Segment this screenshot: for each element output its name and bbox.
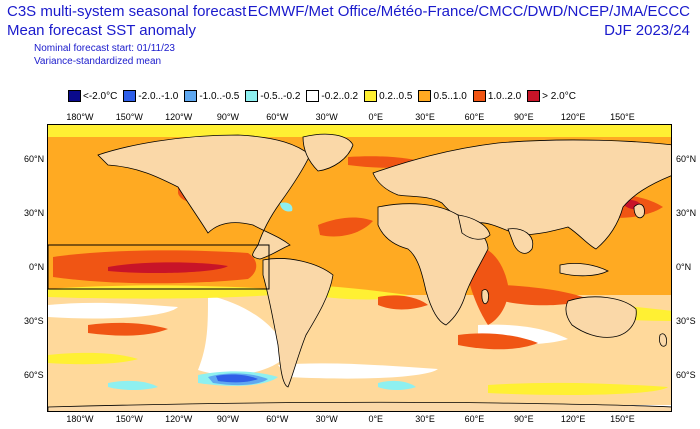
title-line-2: Mean forecast SST anomaly [7,22,196,39]
antarctica [48,401,671,411]
legend-label: > 2.0°C [542,90,576,102]
legend-label: -1.0..-0.5 [199,90,240,102]
madagascar [481,289,489,305]
lat-tick-right: 30°S [676,316,696,326]
legend: <-2.0°C -2.0..-1.0 -1.0..-0.5 -0.5..-0.2 -0.… [68,89,582,103]
lat-tick-right: 60°N [676,154,697,164]
el-nino-core [108,262,228,274]
lon-tick-top: 180°W [66,112,94,122]
variance-note: Variance-standardized mean [34,56,162,67]
legend-swatch [184,90,198,102]
lon-tick-top: 150°E [610,112,635,122]
nominal-start: Nominal forecast start: 01/11/23 [34,43,175,54]
north-america [97,134,311,260]
legend-label: <-2.0°C [83,90,118,102]
legend-label: -2.0..-1.0 [138,90,179,102]
legend-item: -1.0..-0.5 [184,90,239,102]
lon-tick-top: 150°W [115,112,143,122]
legend-swatch [68,90,81,102]
legend-item: -2.0..-1.0 [123,90,178,102]
lon-tick-bottom: 0°E [368,414,384,424]
lat-tick-left: 30°N [24,208,45,218]
legend-label: 0.5..1.0 [433,90,467,102]
cool-anomaly-regions [108,202,416,390]
legend-swatch [306,90,320,102]
legend-swatch [527,90,541,102]
lon-tick-top: 120°E [560,112,586,122]
lat-tick-left: 60°S [24,370,44,380]
land-masses [97,133,671,388]
lon-tick-bottom: 120°E [560,414,586,424]
australia [565,296,637,338]
map-svg [48,125,671,411]
legend-swatch [245,90,259,102]
lon-tick-top: 60°E [464,112,485,122]
lon-tick-bottom: 120°W [165,414,193,424]
legend-item: > 2.0°C [527,90,576,102]
south-america [262,258,334,388]
lon-tick-top: 120°W [165,112,193,122]
lat-tick-left: 60°N [24,154,45,164]
centres-list: ECMWF/Met Office/Météo-France/CMCC/DWD/N… [247,3,690,20]
lon-tick-bottom: 90°E [513,414,534,424]
title-line-1: C3S multi-system seasonal forecast [7,3,247,20]
lon-tick-bottom: 180°W [66,414,94,424]
lon-tick-top: 90°W [216,112,240,122]
legend-item: 0.2..0.5 [364,90,412,102]
indonesia [559,263,609,277]
eurasia [372,139,671,250]
legend-item: 0.5..1.0 [418,90,467,102]
india [507,228,534,254]
lon-tick-top: 0°E [368,112,384,122]
legend-item: -0.5..-0.2 [245,90,300,102]
legend-swatch [472,90,486,102]
greenland [302,133,354,172]
sst-anomaly-map [47,124,672,412]
lon-tick-bottom: 30°W [315,414,338,424]
lon-tick-top: 30°W [315,112,338,122]
season-label: DJF 2023/24 [604,22,690,39]
lon-tick-bottom: 60°W [266,414,289,424]
legend-label: -0.5..-0.2 [260,90,301,102]
legend-item: <-2.0°C [68,90,117,102]
legend-label: -0.2..0.2 [321,90,359,102]
lat-tick-right: 0°N [676,262,692,272]
lat-tick-right: 60°S [676,370,696,380]
lat-tick-left: 30°S [24,316,44,326]
lon-tick-bottom: 60°E [464,414,485,424]
legend-label: 0.2..0.5 [379,90,413,102]
lon-tick-bottom: 150°W [115,414,143,424]
legend-swatch [418,90,432,102]
legend-swatch [123,90,137,102]
lon-tick-bottom: 30°E [415,414,435,424]
legend-item: 1.0..2.0 [472,90,522,102]
legend-swatch [364,90,378,102]
arabia [457,214,491,240]
new-zealand [659,333,667,347]
legend-item: -0.2..0.2 [306,90,358,102]
lon-tick-top: 30°E [415,112,435,122]
japan [633,203,645,219]
lat-tick-right: 30°N [676,208,697,218]
legend-label: 1.0..2.0 [487,90,522,102]
lon-tick-top: 90°E [513,112,534,122]
lon-tick-bottom: 90°W [216,414,240,424]
lon-tick-top: 60°W [266,112,289,122]
highlight-box [48,244,270,290]
lon-tick-bottom: 150°E [610,414,635,424]
lat-tick-left: 0°N [29,262,45,272]
